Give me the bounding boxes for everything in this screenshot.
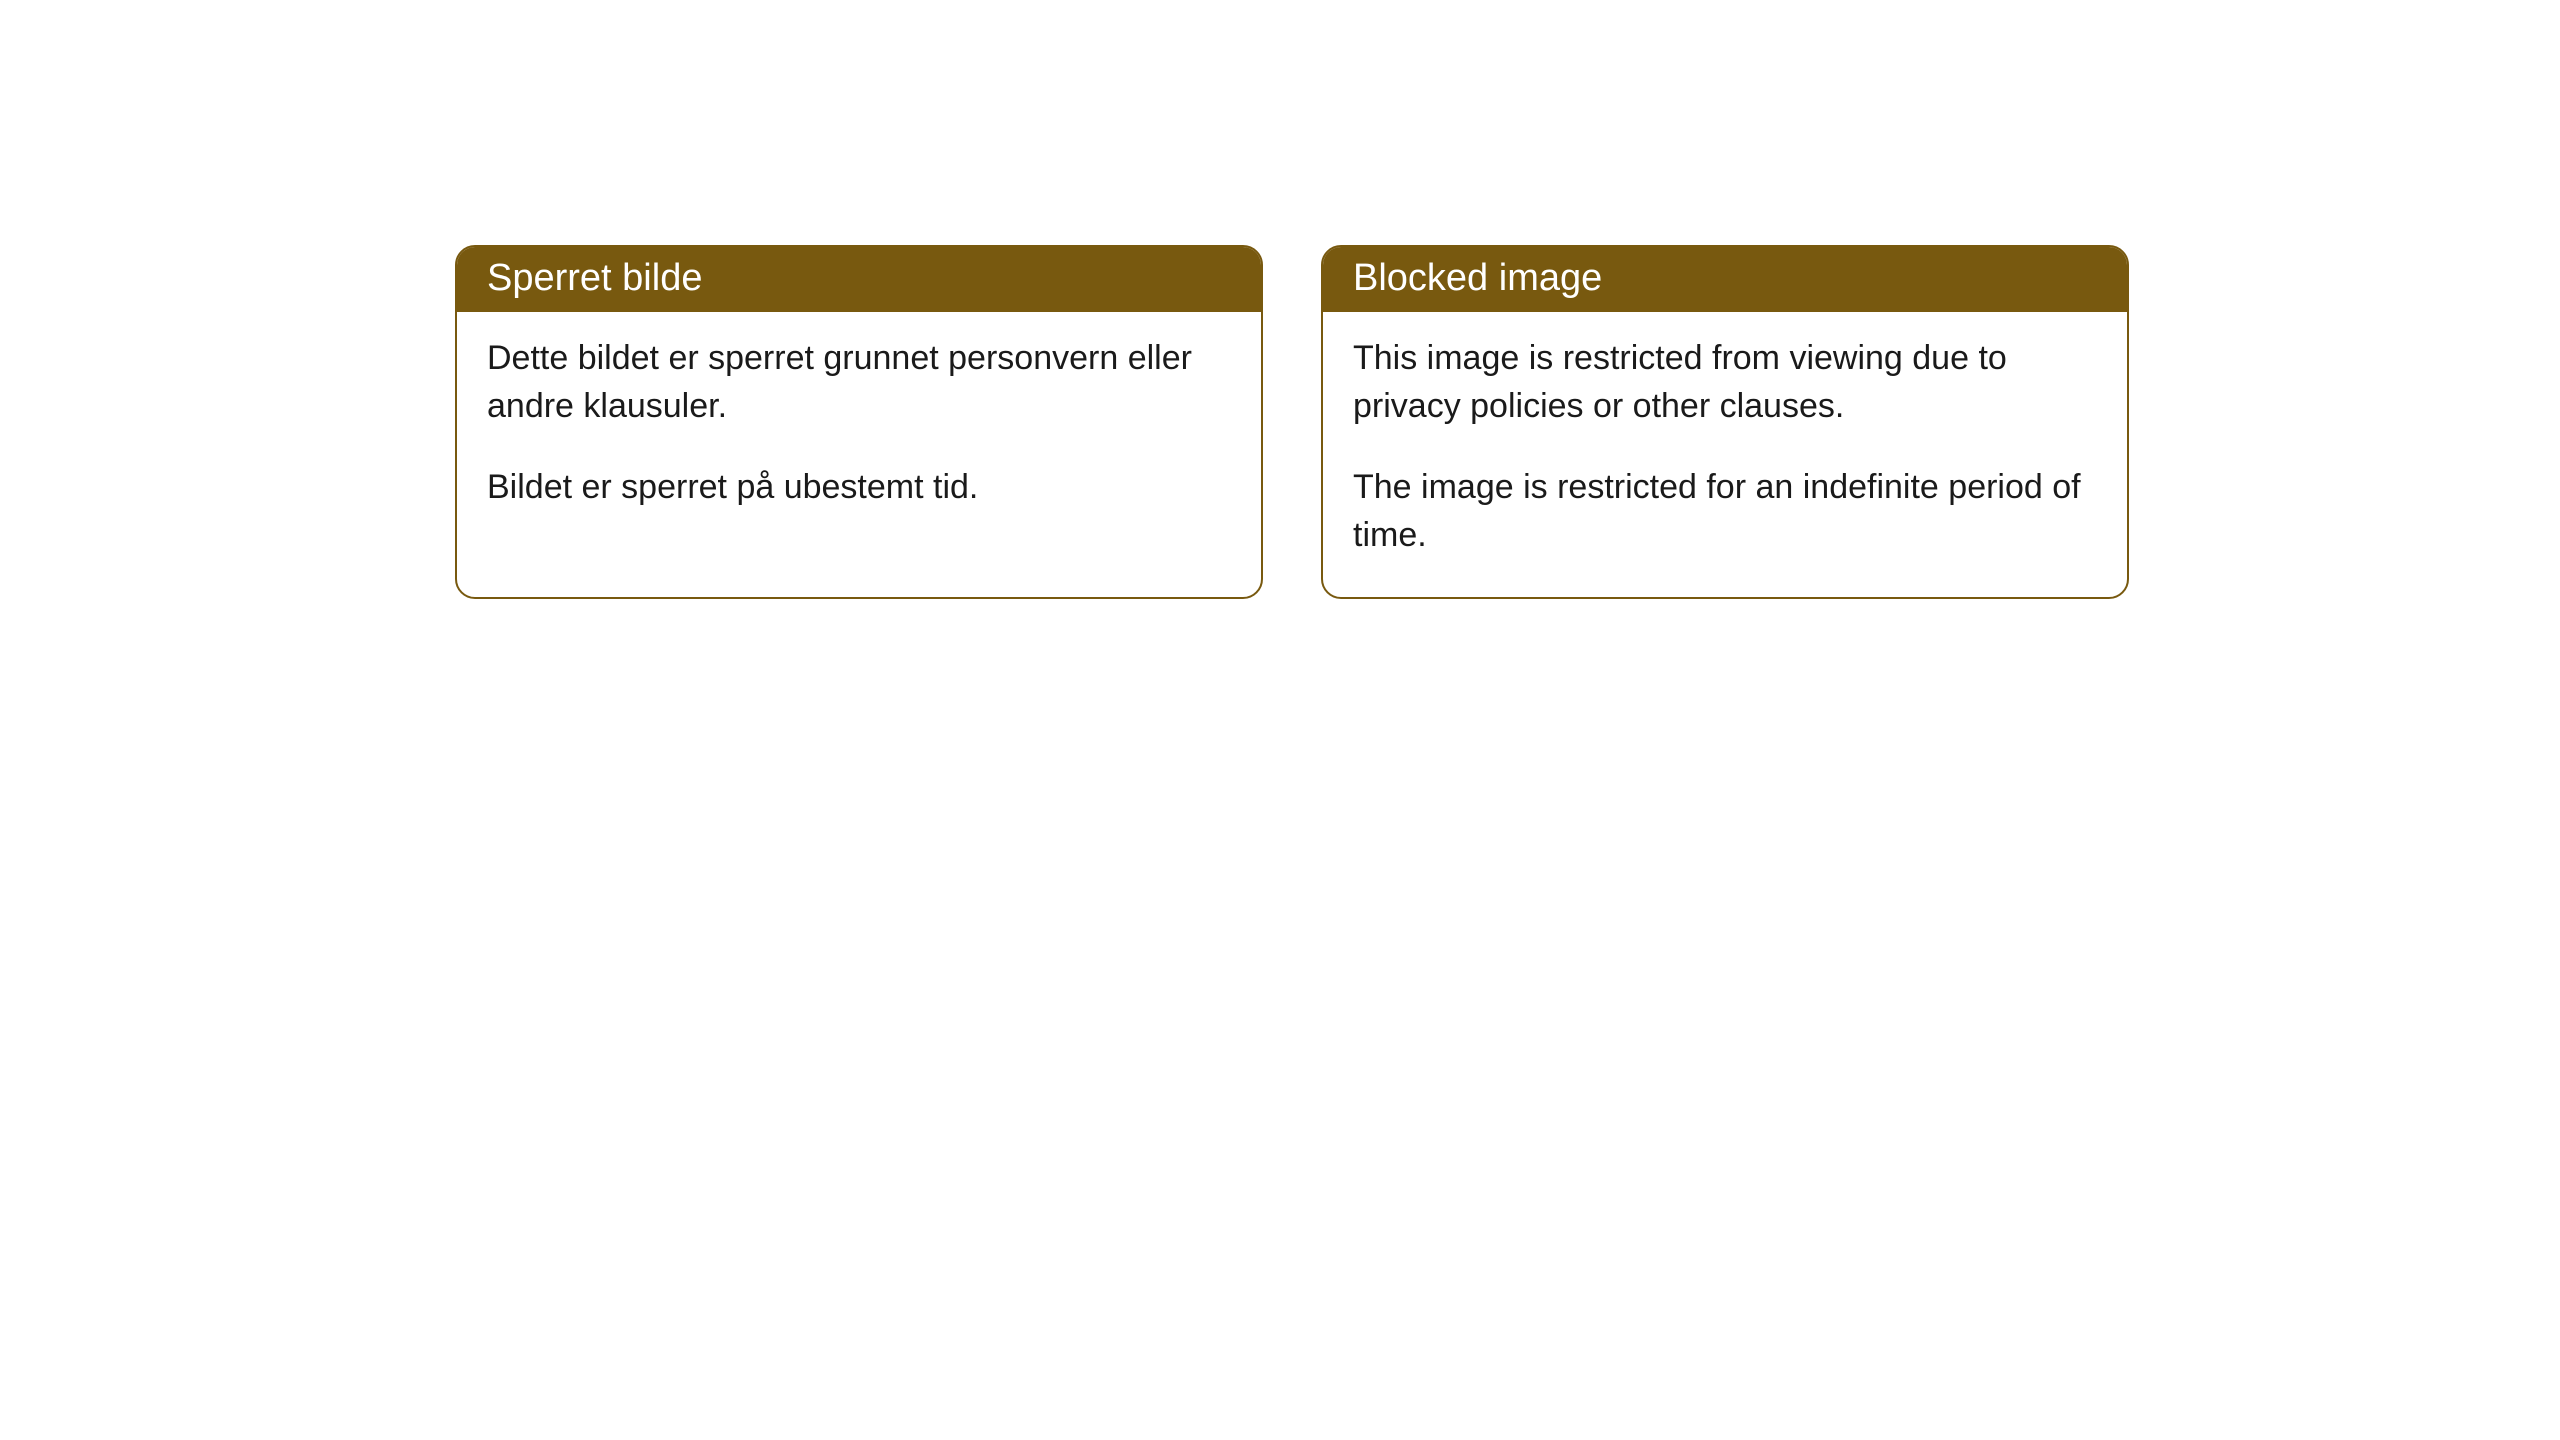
card-paragraph: This image is restricted from viewing du… <box>1353 334 2097 431</box>
notice-cards-container: Sperret bilde Dette bildet er sperret gr… <box>455 245 2560 599</box>
card-title: Blocked image <box>1353 257 1602 299</box>
card-body: This image is restricted from viewing du… <box>1323 312 2127 597</box>
card-paragraph: The image is restricted for an indefinit… <box>1353 463 2097 560</box>
card-title: Sperret bilde <box>487 257 702 299</box>
card-paragraph: Dette bildet er sperret grunnet personve… <box>487 334 1231 431</box>
card-header: Blocked image <box>1323 247 2127 312</box>
notice-card-english: Blocked image This image is restricted f… <box>1321 245 2129 599</box>
card-paragraph: Bildet er sperret på ubestemt tid. <box>487 463 1231 511</box>
card-header: Sperret bilde <box>457 247 1261 312</box>
notice-card-norwegian: Sperret bilde Dette bildet er sperret gr… <box>455 245 1263 599</box>
card-body: Dette bildet er sperret grunnet personve… <box>457 312 1261 549</box>
